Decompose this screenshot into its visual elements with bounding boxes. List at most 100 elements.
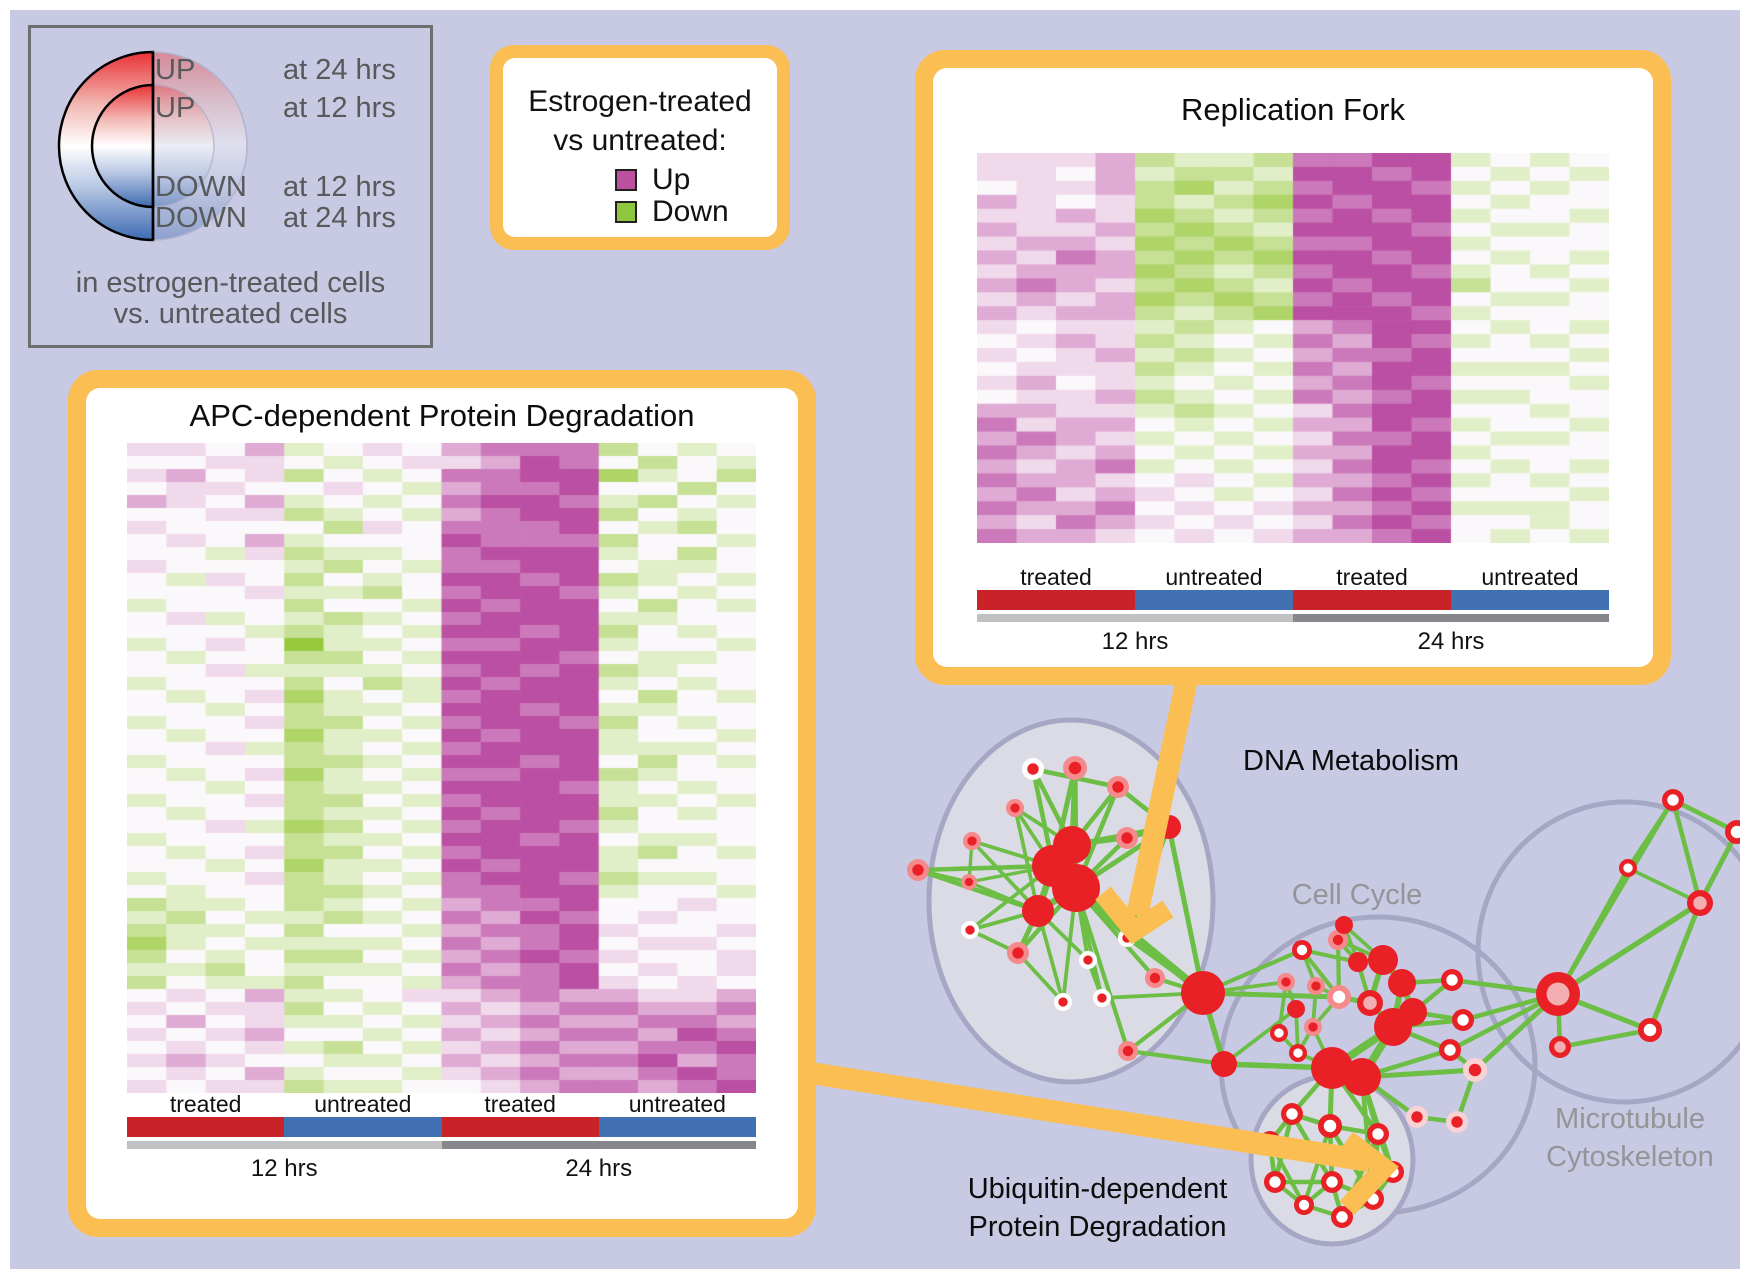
treated-label: treated <box>1336 564 1408 590</box>
network-node-core <box>1217 1057 1231 1071</box>
cluster-label-microtubule-line2: Cytoskeleton <box>1546 1141 1714 1173</box>
network-node-core <box>1029 902 1047 920</box>
network-node-core <box>1274 1028 1284 1038</box>
network-node-core <box>1693 896 1707 910</box>
arrow-to-dna-stem <box>1126 652 1203 919</box>
network-node-core <box>1298 1199 1310 1211</box>
replication-fork-title: Replication Fork <box>1181 92 1405 127</box>
key-caption-line2: vs. untreated cells <box>113 298 348 330</box>
network-node-core <box>1446 974 1458 986</box>
network-node-core <box>1363 996 1377 1010</box>
down-label: Down <box>652 195 729 228</box>
key-time-down-24: at 24 hrs <box>283 202 396 234</box>
untreated-label: untreated <box>1165 564 1263 590</box>
network-node-core <box>1121 832 1133 844</box>
estrogen-legend-box: Estrogen-treated vs untreated: Up Down <box>490 45 790 250</box>
label-24hrs: 24 hrs <box>565 1155 633 1182</box>
network-edge <box>1016 951 1065 1004</box>
apc-degradation-heatmap <box>127 443 756 1093</box>
network-node-core <box>1010 803 1020 813</box>
network-node-core <box>1062 835 1082 855</box>
network-node-core <box>965 925 975 935</box>
network-node-core <box>1336 1211 1348 1223</box>
network-node-core <box>1191 981 1215 1005</box>
estrogen-legend-title-line1: Estrogen-treated <box>528 85 752 118</box>
key-time-24: at 24 hrs <box>283 54 396 86</box>
legend-row-up: Up <box>615 163 690 196</box>
network-node-core <box>1375 952 1391 968</box>
network-edge <box>1627 866 1701 905</box>
network-node-core <box>1383 1017 1403 1037</box>
network-node-core <box>1149 972 1161 984</box>
down-swatch-icon <box>615 201 637 223</box>
untreated-label: untreated <box>628 1091 726 1117</box>
network-node-core <box>1097 993 1107 1003</box>
estrogen-legend-title: Estrogen-treated vs untreated: <box>503 82 777 160</box>
treated-bar <box>127 1117 285 1137</box>
estrogen-legend-title-line2: vs untreated: <box>553 124 727 157</box>
network-node-core <box>1042 855 1064 877</box>
network-edge <box>1302 1125 1332 1206</box>
network-node-core <box>912 864 924 876</box>
arrow-to-dna-head <box>1095 886 1174 945</box>
untreated-label: untreated <box>314 1091 412 1117</box>
condition-bars <box>977 590 1609 610</box>
cluster-label-ubiquitin-line1: Ubiquitin-dependent <box>967 1173 1228 1205</box>
network-node-core <box>1063 875 1089 901</box>
network-edge <box>1670 799 1703 904</box>
cluster-label-microtubule: Microtubule Cytoskeleton <box>1490 1100 1750 1176</box>
label-24hrs: 24 hrs <box>1417 628 1485 655</box>
network-node-core <box>1405 1004 1421 1020</box>
condition-labels: treated untreated treated untreated <box>977 564 1609 591</box>
time-bar <box>977 614 1609 622</box>
treated-bar <box>977 590 1135 610</box>
key-direction-down-24: DOWN <box>155 202 247 234</box>
network-node-core <box>1286 1108 1298 1120</box>
apc-degradation-panel: APC-dependent Protein Degradation treate… <box>68 370 816 1237</box>
network-node-core <box>1083 955 1093 965</box>
cluster-label-ubiquitin: Ubiquitin-dependent Protein Degradation <box>955 1170 1240 1246</box>
time-bar-12hrs <box>127 1141 442 1149</box>
network-node-core <box>1667 794 1679 806</box>
replication-fork-heatmap <box>977 153 1609 543</box>
network-node-core <box>1281 977 1291 987</box>
arrow-to-ubiquitin-head <box>1339 1132 1399 1215</box>
network-node-core <box>1058 997 1068 1007</box>
network-node-core <box>1269 1176 1281 1188</box>
legend-row-down: Down <box>615 195 729 228</box>
network-node-core <box>1457 1014 1469 1026</box>
network-node-core <box>1293 1048 1303 1058</box>
condition-labels: treated untreated treated untreated <box>127 1091 756 1118</box>
apc-degradation-footer: treated untreated treated untreated 12 h… <box>127 1091 756 1186</box>
treated-bar <box>1293 590 1451 610</box>
network-node-core <box>1411 1111 1423 1123</box>
condition-bars <box>127 1117 756 1137</box>
cluster-label-dna-metabolism: DNA Metabolism <box>1243 745 1459 777</box>
time-bar-12hrs <box>977 614 1293 622</box>
network-node-core <box>1468 1063 1482 1077</box>
inner-circle-right-half <box>152 84 215 208</box>
untreated-bar <box>598 1117 756 1137</box>
network-node-core <box>1323 1119 1337 1133</box>
cluster-label-cell-cycle: Cell Cycle <box>1291 879 1423 911</box>
network-node-core <box>1339 920 1349 930</box>
untreated-bar <box>1451 590 1609 610</box>
network-node-core <box>1554 1041 1566 1053</box>
network-node-core <box>967 836 977 846</box>
network-node-core <box>1352 1067 1372 1087</box>
network-node-core <box>1027 763 1039 775</box>
cluster-label-microtubule-line1: Microtubule <box>1555 1103 1705 1135</box>
replication-fork-panel: Replication Fork treated untreated treat… <box>915 50 1671 685</box>
untreated-bar <box>1135 590 1293 610</box>
network-node-core <box>1332 934 1344 946</box>
treated-label: treated <box>169 1091 242 1117</box>
network-edge <box>1556 900 1702 997</box>
network-edge <box>1647 902 1703 1031</box>
key-direction-up-12: UP <box>155 92 196 124</box>
key-direction-up-24: UP <box>155 54 196 86</box>
network-node-core <box>1068 761 1082 775</box>
color-key-box: UP at 24 hrs UP at 12 hrs DOWN at 12 hrs… <box>28 25 433 348</box>
network-node-core <box>1112 781 1124 793</box>
network-node-core <box>1291 1004 1301 1014</box>
